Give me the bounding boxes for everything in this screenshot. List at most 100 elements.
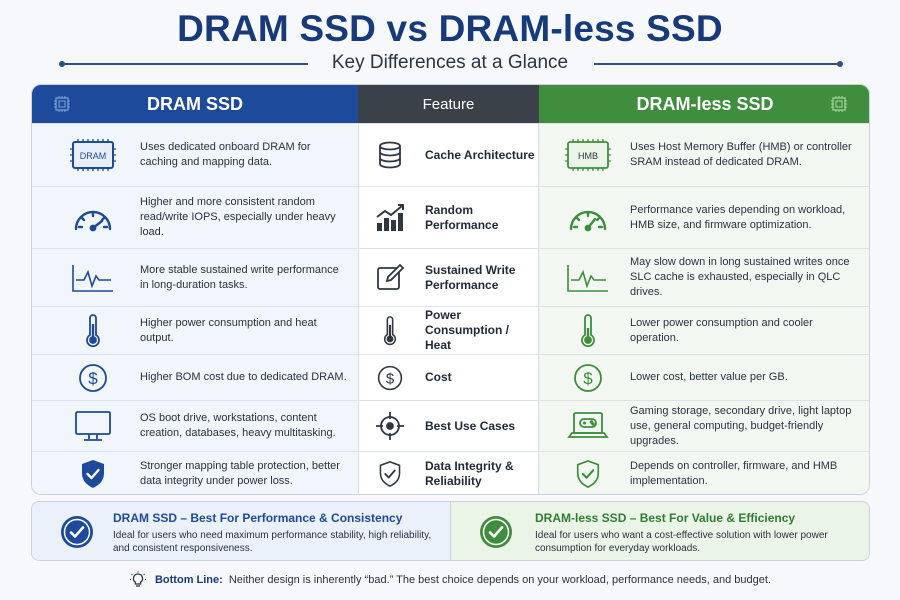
feature-label: Sustained Write Performance — [425, 262, 516, 292]
dram-summary-card: DRAM SSD – Best For Performance & Consis… — [31, 501, 451, 561]
waveform-icon — [68, 258, 118, 298]
dram-cell: $ Higher BOM cost due to dedicated DRAM. — [32, 355, 358, 400]
dram-chip-icon: DRAM — [68, 135, 118, 175]
dram-cell: Stronger mapping table protection, bette… — [32, 452, 358, 494]
dramless-column-header: DRAM-less SSD — [539, 85, 869, 123]
thermometer-icon — [563, 311, 613, 351]
table-row: Stronger mapping table protection, bette… — [32, 451, 869, 494]
dollar-icon: $ — [563, 358, 613, 398]
lightbulb-icon — [129, 571, 146, 587]
feature-label: Power Consumption / Heat — [425, 308, 509, 352]
feature-label: Random Performance — [425, 202, 499, 232]
thermometer-icon — [372, 313, 408, 349]
dramless-cell: HMB Uses Host Memory Buffer (HMB) or con… — [539, 124, 869, 186]
table-row: OS boot drive, workstations, content cre… — [32, 400, 869, 451]
edit-icon — [372, 260, 408, 296]
divider-line — [62, 63, 308, 65]
dram-description: OS boot drive, workstations, content cre… — [140, 412, 336, 439]
dram-summary-title: DRAM SSD – Best For Performance & Consis… — [113, 511, 403, 525]
dramless-cell: $ Lower cost, better value per GB. — [539, 355, 869, 400]
monitor-icon — [68, 406, 118, 446]
dram-description: Uses dedicated onboard DRAM for caching … — [140, 141, 311, 168]
shield-check-icon — [372, 456, 408, 492]
bottom-line-label: Bottom Line: — [154, 574, 223, 586]
feature-label: Cost — [425, 370, 452, 384]
comparison-table: DRAM SSD Feature DRAM-less SSD DRAM Uses… — [31, 84, 870, 495]
subtitle-row: Key Differences at a Glance — [0, 52, 900, 76]
feature-cell: Sustained Write Performance — [358, 249, 539, 306]
dramless-description: Lower power consumption and cooler opera… — [630, 316, 813, 344]
feature-label: Data Integrity & Reliability — [425, 459, 514, 488]
feature-label: Cache Architecture — [425, 147, 535, 162]
feature-cell: Data Integrity & Reliability — [358, 452, 539, 494]
feature-cell: Cache Architecture — [358, 124, 539, 186]
dollar-icon: $ — [372, 360, 408, 396]
dram-cell: OS boot drive, workstations, content cre… — [32, 401, 358, 451]
dram-cell: More stable sustained write performance … — [32, 249, 358, 306]
divider-dot — [837, 61, 843, 67]
dramless-cell: May slow down in long sustained writes o… — [539, 249, 869, 306]
bar-chart-icon — [372, 200, 408, 236]
dram-description: Higher power consumption and heat output… — [140, 316, 317, 344]
speedometer-icon — [68, 198, 118, 238]
bottom-line-text: Neither design is inherently “bad.” The … — [228, 574, 771, 586]
dramless-summary-card: DRAM-less SSD – Best For Value & Efficie… — [451, 501, 870, 561]
table-row: Higher power consumption and heat output… — [32, 306, 869, 354]
feature-cell: Best Use Cases — [358, 401, 539, 451]
chip-icon — [54, 96, 70, 112]
dramless-cell: Lower power consumption and cooler opera… — [539, 307, 869, 354]
dollar-icon: $ — [68, 358, 118, 398]
speedometer-icon — [563, 198, 613, 238]
dramless-summary-desc: Ideal for users who want a cost-effectiv… — [535, 530, 828, 554]
feature-label: Best Use Cases — [425, 418, 516, 433]
table-row: Higher and more consistent random read/w… — [32, 186, 869, 248]
dram-cell: DRAM Uses dedicated onboard DRAM for cac… — [32, 124, 358, 186]
dram-column-header: DRAM SSD — [32, 85, 358, 123]
dramless-summary-title: DRAM-less SSD – Best For Value & Efficie… — [535, 511, 796, 525]
bottom-line: Bottom Line: Neither design is inherentl… — [0, 570, 900, 590]
dramless-cell: Performance varies depending on workload… — [539, 187, 869, 248]
shield-check-icon — [563, 454, 613, 494]
dram-chip-label: DRAM — [80, 151, 107, 161]
feature-cell: Power Consumption / Heat — [358, 307, 539, 354]
chip-icon — [831, 96, 847, 112]
dramless-description: Performance varies depending on workload… — [630, 203, 846, 231]
hmb-chip-icon: HMB — [563, 135, 613, 175]
dram-description: Stronger mapping table protection, bette… — [140, 460, 340, 487]
dram-description: Higher and more consistent random read/w… — [140, 196, 336, 238]
dramless-column-title: DRAM-less SSD — [636, 93, 774, 114]
check-circle-icon — [480, 516, 512, 548]
dram-summary-desc: Ideal for users who need maximum perform… — [113, 530, 432, 554]
database-icon — [372, 137, 408, 173]
thermometer-icon — [68, 311, 118, 351]
shield-check-icon — [68, 454, 118, 494]
dramless-description: Depends on controller, firmware, and HMB… — [630, 460, 838, 487]
dramless-description: May slow down in long sustained writes o… — [630, 256, 850, 298]
feature-cell: $ Cost — [358, 355, 539, 400]
dramless-description: Lower cost, better value per GB. — [630, 371, 788, 383]
table-row: More stable sustained write performance … — [32, 248, 869, 306]
svg-text:$: $ — [583, 369, 593, 388]
feature-column-title: Feature — [422, 95, 475, 113]
table-row: $ Higher BOM cost due to dedicated DRAM.… — [32, 354, 869, 400]
dramless-description: Uses Host Memory Buffer (HMB) or control… — [630, 141, 852, 168]
feature-cell: Random Performance — [358, 187, 539, 248]
dramless-description: Gaming storage, secondary drive, light l… — [630, 404, 852, 447]
svg-text:$: $ — [88, 369, 98, 388]
page-title: DRAM SSD vs DRAM-less SSD — [177, 8, 723, 49]
dram-column-title: DRAM SSD — [146, 93, 243, 114]
feature-column-header: Feature — [358, 85, 539, 123]
hmb-chip-label: HMB — [578, 151, 598, 161]
target-icon — [372, 408, 408, 444]
laptop-gamepad-icon — [563, 406, 613, 446]
dram-cell: Higher and more consistent random read/w… — [32, 187, 358, 248]
svg-text:$: $ — [386, 371, 395, 387]
waveform-icon — [563, 258, 613, 298]
check-circle-icon — [61, 516, 93, 548]
dram-description: Higher BOM cost due to dedicated DRAM. — [140, 371, 347, 383]
dram-description: More stable sustained write performance … — [140, 263, 339, 291]
page-subtitle: Key Differences at a Glance — [331, 52, 569, 73]
table-row: DRAM Uses dedicated onboard DRAM for cac… — [32, 123, 869, 186]
dramless-cell: Depends on controller, firmware, and HMB… — [539, 452, 869, 494]
dramless-cell: Gaming storage, secondary drive, light l… — [539, 401, 869, 451]
